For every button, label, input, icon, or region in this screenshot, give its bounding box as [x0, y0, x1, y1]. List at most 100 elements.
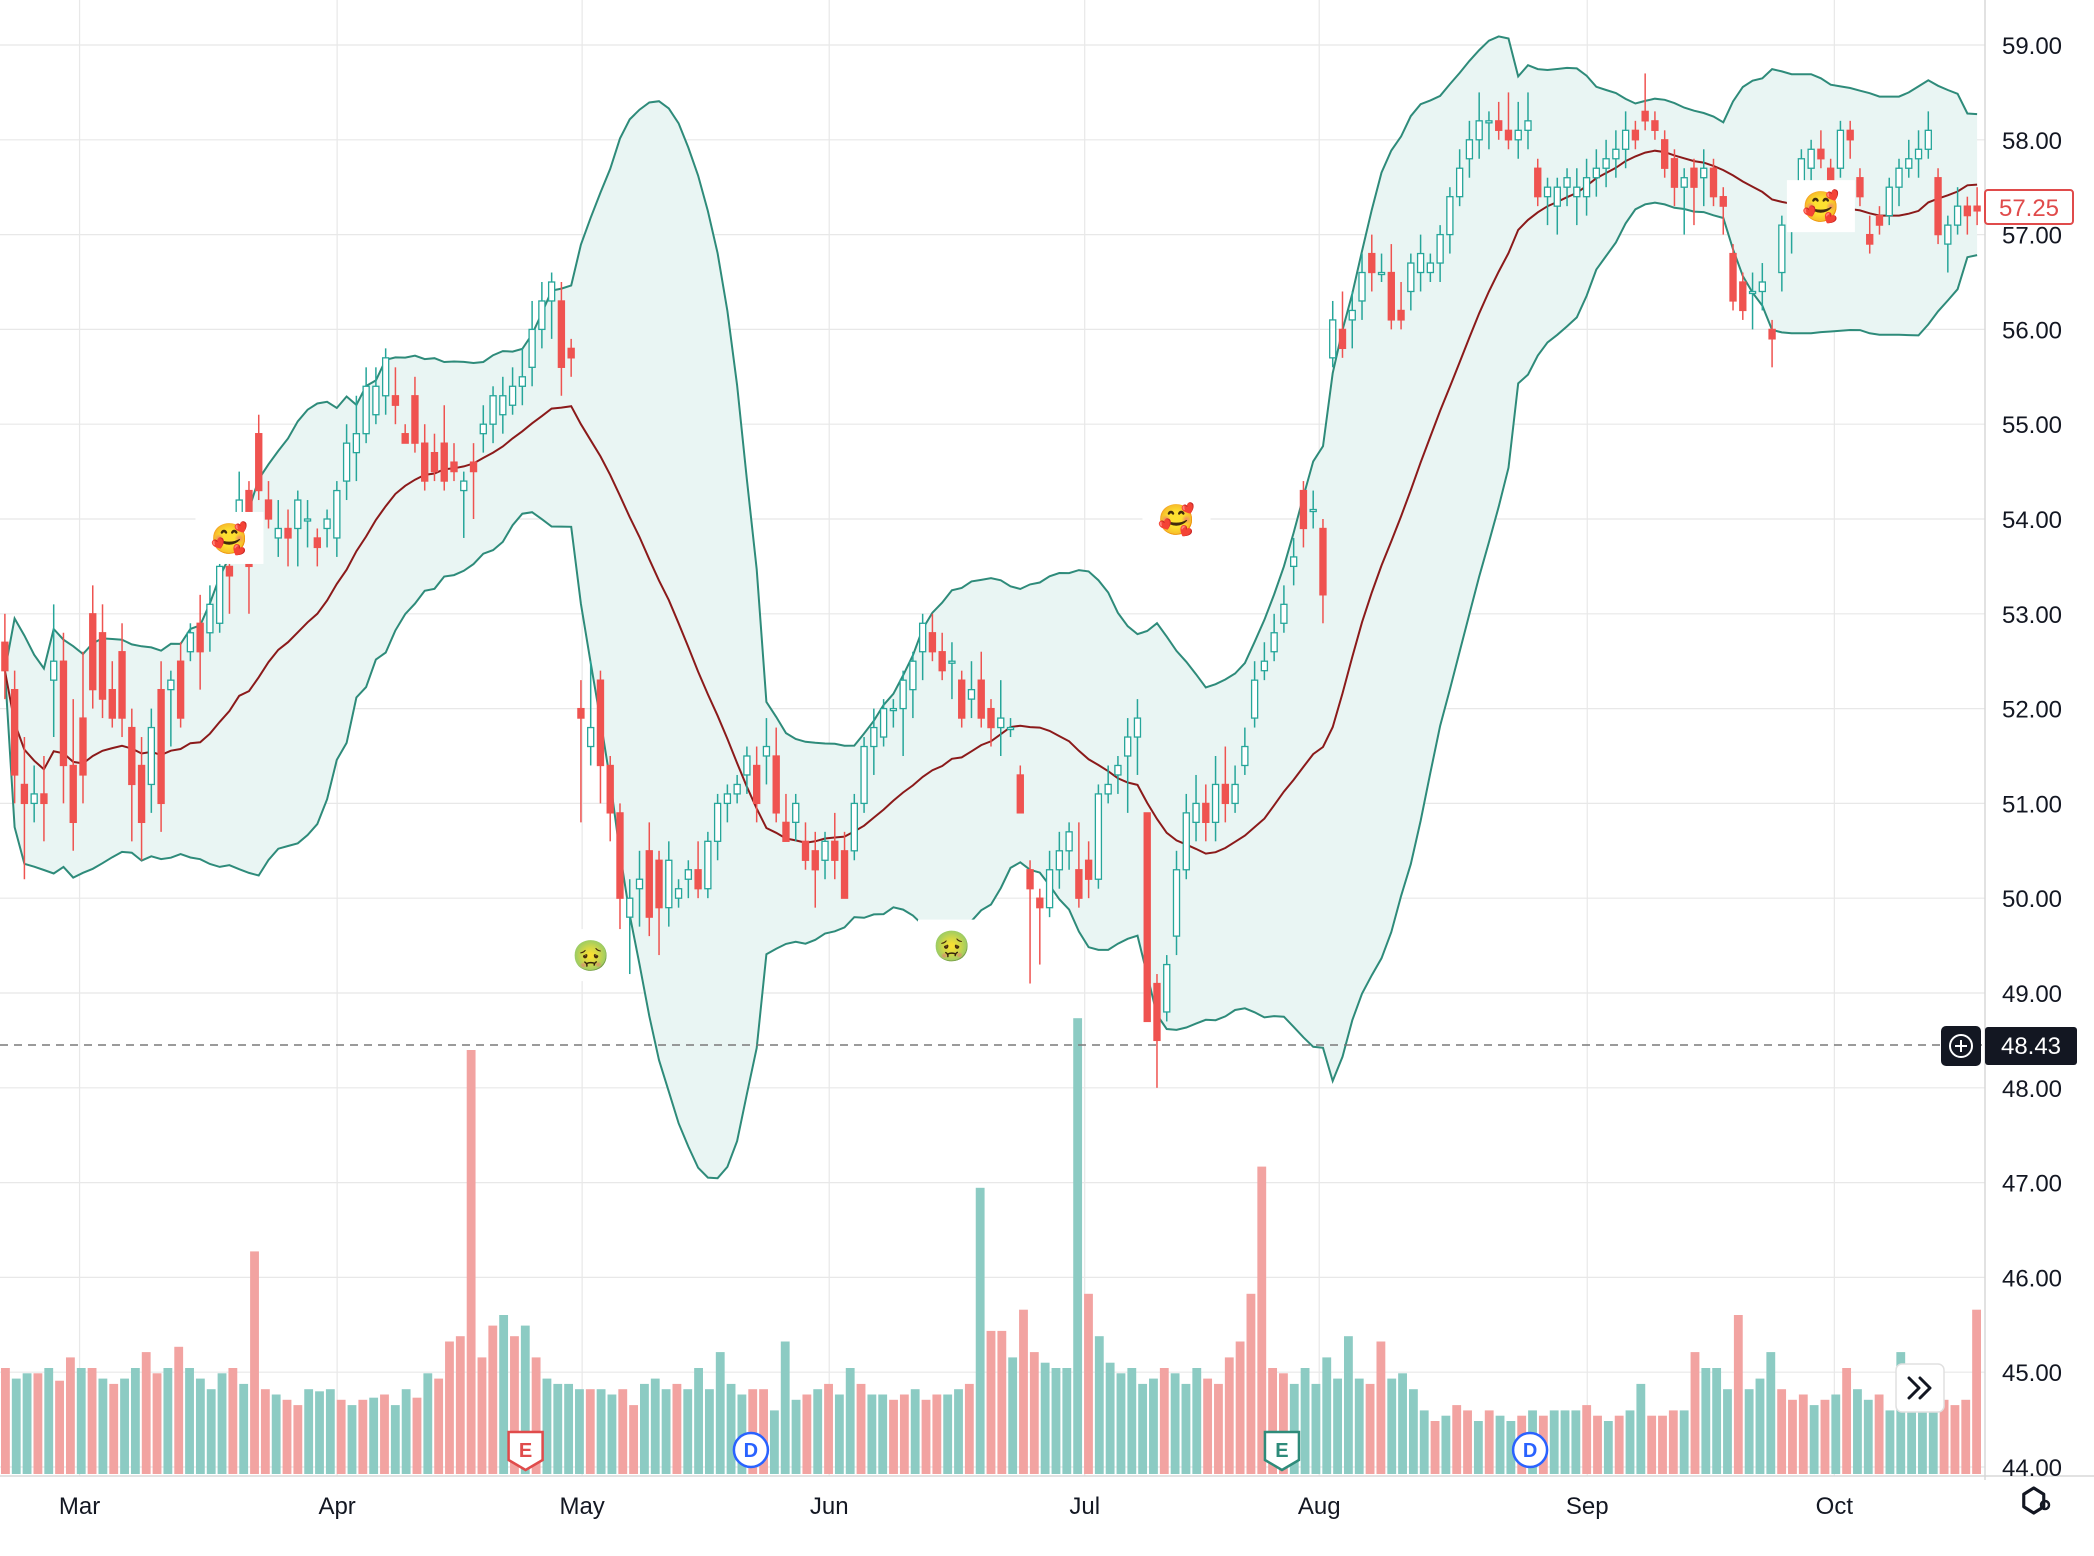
- candle-body: [342, 442, 351, 482]
- candle-body: [1553, 186, 1561, 207]
- candle-body: [1475, 120, 1483, 141]
- emoji-marker[interactable]: 🥰: [211, 520, 248, 557]
- earnings-marker[interactable]: E: [507, 1430, 544, 1472]
- volume-bar: [304, 1389, 314, 1474]
- volume-bar: [1766, 1352, 1776, 1474]
- time-tick-label: Sep: [1566, 1493, 1609, 1520]
- candle-body: [1739, 281, 1747, 312]
- volume-bar: [1203, 1378, 1213, 1474]
- chart-settings-button[interactable]: [2022, 1486, 2051, 1515]
- candle-body: [567, 347, 575, 359]
- candle-body: [50, 660, 58, 681]
- candle-body: [264, 499, 273, 520]
- candle-body: [430, 451, 439, 473]
- candle-body: [1973, 205, 1981, 212]
- price-tick-label: 52.00: [2002, 697, 2062, 724]
- candle-body: [1036, 897, 1044, 909]
- emoji-marker[interactable]: 🥰: [1158, 501, 1195, 538]
- candle-body: [1436, 233, 1444, 264]
- candle-body: [1924, 129, 1932, 150]
- volume-bar: [1636, 1383, 1646, 1474]
- candle-body: [1426, 262, 1435, 274]
- volume-bar: [109, 1383, 119, 1474]
- candle-body: [1407, 262, 1415, 293]
- candle-body: [352, 433, 361, 454]
- candle-body: [694, 869, 702, 890]
- volume-bar: [445, 1341, 454, 1474]
- price-axis[interactable]: 59.00 58.00 57.00 56.00 55.00 54.00 53.00 52.00…: [2002, 33, 2062, 1482]
- volume-bar: [1690, 1352, 1700, 1474]
- candle-body: [323, 518, 331, 530]
- volume-bar: [672, 1383, 682, 1474]
- candle-body: [606, 764, 614, 814]
- candle-body: [1514, 129, 1522, 141]
- volume-bar: [802, 1394, 812, 1474]
- candle-body: [1504, 129, 1513, 141]
- volume-bar: [293, 1405, 303, 1474]
- volume-bar: [932, 1394, 942, 1474]
- candle-body: [499, 395, 507, 416]
- candle-body: [1495, 120, 1503, 131]
- emoji-markers[interactable]: 🥰 🤢 🤢 🥰 🥰: [195, 180, 1855, 982]
- candle-body: [1280, 603, 1288, 624]
- candle-body: [1651, 120, 1659, 131]
- dividend-marker[interactable]: D: [1511, 1431, 1549, 1469]
- candle-body: [792, 802, 800, 824]
- volume-bar: [780, 1341, 790, 1474]
- earnings-marker[interactable]: E: [1263, 1430, 1301, 1472]
- plus-circle-icon: [1949, 1034, 1973, 1058]
- volume-bar: [1874, 1394, 1884, 1474]
- candle-body: [1534, 167, 1542, 198]
- volume-bar: [1257, 1166, 1267, 1474]
- candle-body: [1338, 328, 1347, 350]
- volume-bar: [228, 1368, 238, 1474]
- scroll-to-realtime-button[interactable]: [1895, 1363, 1945, 1413]
- volume-bar: [1127, 1368, 1137, 1474]
- volume-bar: [1333, 1378, 1342, 1474]
- lower-band-line: [3, 201, 1978, 1180]
- candle-body: [596, 679, 605, 767]
- time-axis[interactable]: Mar Apr May Jun Jul Aug Sep Oct: [59, 1493, 1853, 1520]
- price-tick-label: 44.00: [2002, 1455, 2062, 1482]
- volume-bar: [87, 1368, 97, 1474]
- candle-body: [1114, 764, 1122, 776]
- candle-body: [1621, 129, 1630, 150]
- candle-body: [1748, 290, 1757, 295]
- candle-body: [421, 442, 429, 482]
- volume-bar: [1062, 1368, 1072, 1474]
- dividend-marker[interactable]: D: [732, 1431, 770, 1469]
- candle-body: [909, 660, 917, 691]
- volume-bar: [401, 1389, 411, 1474]
- candle-body: [772, 755, 780, 814]
- volume-bar: [434, 1378, 444, 1474]
- candle-body: [1807, 148, 1815, 169]
- volume-bar: [1354, 1378, 1364, 1474]
- candle-body: [1582, 177, 1591, 198]
- volume-bar: [1961, 1399, 1971, 1474]
- volume-bar: [1408, 1389, 1418, 1474]
- emoji-marker[interactable]: 🥰: [1802, 188, 1839, 225]
- volume-bar: [1495, 1415, 1505, 1474]
- crosshair-add-button[interactable]: [1941, 1026, 1981, 1066]
- candle-body: [1329, 319, 1337, 359]
- candle-body: [186, 632, 195, 653]
- candle-body: [840, 850, 849, 899]
- volume-bar: [1008, 1357, 1018, 1474]
- candle-body: [508, 385, 517, 406]
- volume-bar: [650, 1378, 660, 1474]
- candle-body: [1465, 139, 1474, 160]
- candle-body: [1094, 793, 1103, 880]
- emoji-marker[interactable]: 🤢: [572, 939, 609, 974]
- candle-body: [157, 688, 165, 805]
- candle-body: [1192, 802, 1200, 824]
- candle-body: [489, 395, 497, 425]
- emoji-marker[interactable]: 🤢: [933, 930, 970, 965]
- price-tick-label: 56.00: [2002, 317, 2062, 344]
- volume-bar: [596, 1389, 606, 1474]
- candle-body: [1231, 783, 1239, 805]
- svg-text:D: D: [744, 1440, 758, 1462]
- candle-body: [20, 783, 29, 805]
- candle-body: [1719, 196, 1727, 207]
